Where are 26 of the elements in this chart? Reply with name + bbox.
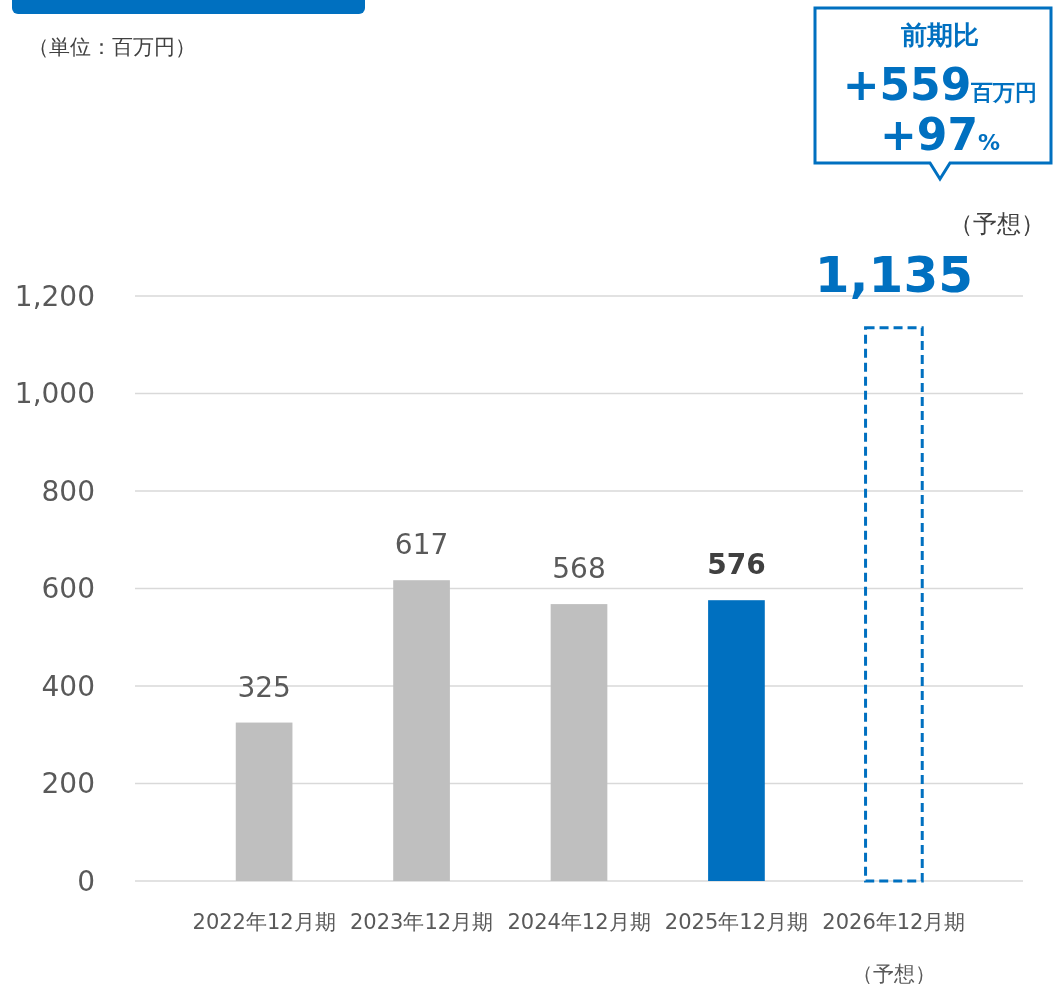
category-label: 2026年12月期（予想） <box>822 910 966 984</box>
text: +559百万円 <box>842 59 1038 110</box>
y-tick-label: 200 <box>41 767 95 801</box>
data-label: 617 <box>394 528 449 562</box>
y-tick-label: 600 <box>41 572 95 606</box>
text: （予想） <box>949 210 1045 238</box>
data-label: 1,135 <box>814 245 973 304</box>
data-label: 576 <box>707 548 766 582</box>
y-tick-label: 0 <box>77 864 95 898</box>
bar <box>393 580 450 881</box>
y-tick-label: 400 <box>41 669 95 703</box>
x-tick-label: 2024年12月期 <box>507 910 651 934</box>
x-tick-label: 2023年12月期 <box>349 910 494 934</box>
bar <box>235 722 293 881</box>
x-tick-label: 2025年12月期 <box>664 910 809 934</box>
bar <box>550 604 608 881</box>
text: （単位：百万円） <box>28 35 196 59</box>
data-label: 325 <box>237 670 291 704</box>
data-label: 568 <box>552 552 606 586</box>
y-tick-label: 800 <box>41 474 95 508</box>
text: 前期比 <box>900 20 979 50</box>
y-tick-label: 1,000 <box>14 377 95 411</box>
text: +97% <box>879 109 1001 160</box>
y-tick-label: 1,200 <box>14 279 95 313</box>
x-tick-label: 2022年12月期 <box>192 910 336 934</box>
bar <box>864 326 924 883</box>
